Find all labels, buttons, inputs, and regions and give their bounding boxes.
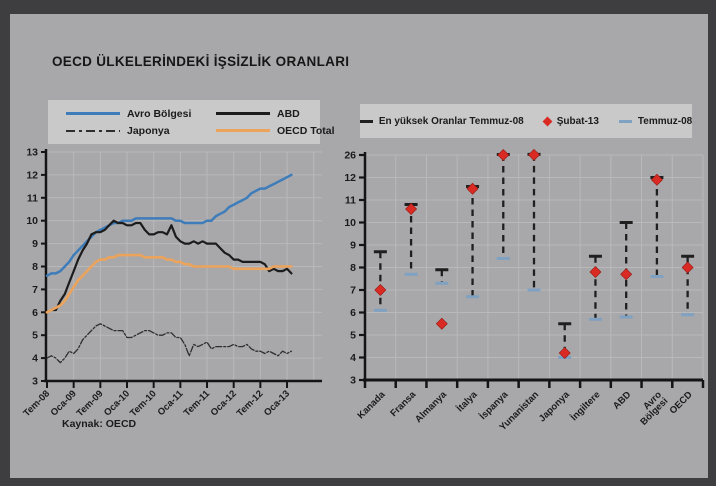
- legend-label: Temmuz-08: [637, 115, 693, 127]
- chart-panel: [10, 14, 708, 478]
- legend-label: En yüksek Oranlar Temmuz-08: [378, 115, 524, 127]
- legend-label: OECD Total: [277, 124, 335, 137]
- legend-item-temmuz-08: Temmuz-08: [618, 115, 693, 127]
- legend-item-abd: ABD: [202, 108, 335, 120]
- legend-item-oecd-total: OECD Total: [202, 125, 335, 137]
- legend-item-en-yuksek: En yüksek Oranlar Temmuz-08: [359, 115, 524, 127]
- line-sample-dashdot-icon: [66, 129, 120, 132]
- red-diamond-icon: [542, 116, 553, 126]
- blue-dash-icon: [618, 119, 632, 123]
- right-chart-legend: En yüksek Oranlar Temmuz-08 Şubat-13 Tem…: [359, 104, 693, 138]
- legend-label: Şubat-13: [556, 115, 599, 127]
- legend-item-avro-bolgesi: Avro Bölgesi: [52, 108, 202, 120]
- source-label: Kaynak: OECD: [62, 418, 137, 430]
- line-sample-orange-icon: [216, 129, 270, 132]
- line-sample-black-icon: [216, 112, 270, 115]
- black-dash-icon: [359, 119, 373, 123]
- page-title: OECD ÜLKELERİNDEKİ İŞSİZLİK ORANLARI: [52, 54, 350, 69]
- legend-label: Japonya: [127, 124, 170, 137]
- legend-label: ABD: [277, 107, 300, 120]
- left-chart-legend: Avro Bölgesi ABD Japonya OECD Total: [48, 100, 335, 144]
- line-sample-blue-icon: [66, 112, 120, 115]
- legend-item-subat-13: Şubat-13: [542, 115, 599, 127]
- legend-item-japonya: Japonya: [52, 125, 202, 137]
- legend-label: Avro Bölgesi: [127, 107, 192, 120]
